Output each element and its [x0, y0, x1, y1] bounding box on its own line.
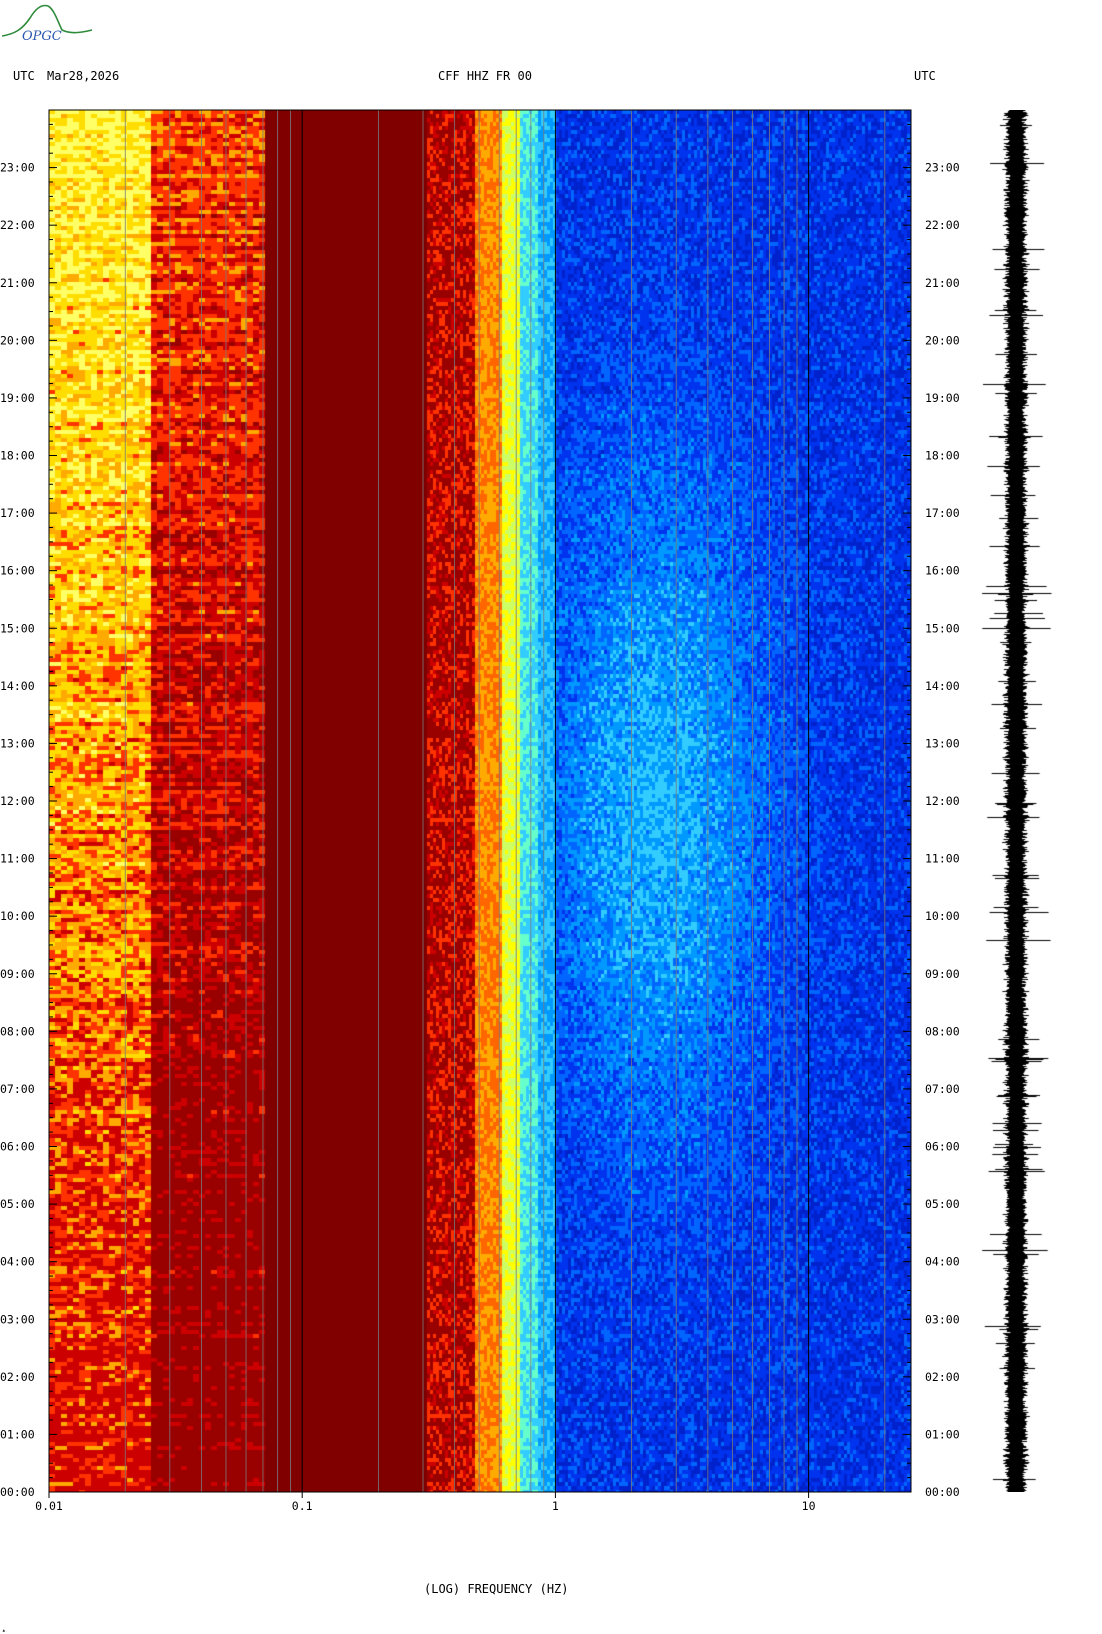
time-tick-label: 14:00: [0, 679, 35, 693]
time-tick-label: 03:00: [925, 1312, 960, 1326]
time-tick-label: 09:00: [0, 967, 35, 981]
frequency-axis: 0.01 0.1 1 10: [35, 1492, 816, 1513]
frequency-tick-label: 1: [552, 1499, 559, 1513]
time-tick-label: 04:00: [0, 1255, 35, 1269]
date-label: Mar28,2026: [47, 69, 120, 83]
time-tick-label: 01:00: [925, 1427, 960, 1441]
time-tick-label: 20:00: [0, 333, 35, 347]
time-tick-label: 10:00: [925, 909, 960, 923]
time-tick-label: 07:00: [925, 1082, 960, 1096]
time-tick-label: 23:00: [925, 161, 960, 175]
time-tick-label: 17:00: [0, 506, 35, 520]
time-tick-label: 01:00: [0, 1427, 35, 1441]
time-tick-label: 13:00: [925, 736, 960, 750]
time-tick-label: 08:00: [925, 1024, 960, 1038]
time-tick-label: 22:00: [0, 218, 35, 232]
time-tick-label: 08:00: [0, 1024, 35, 1038]
time-tick-label: 09:00: [925, 967, 960, 981]
logo-text: OPGC: [22, 29, 62, 44]
time-tick-label: 06:00: [925, 1140, 960, 1154]
opgc-logo: OPGC: [1, 4, 93, 44]
time-tick-label: 10:00: [0, 909, 35, 923]
time-tick-label: 03:00: [0, 1312, 35, 1326]
time-tick-label: 07:00: [0, 1082, 35, 1096]
time-tick-label: 16:00: [0, 564, 35, 578]
seismogram-trace: [980, 110, 1060, 1492]
time-tick-label: 21:00: [925, 276, 960, 290]
time-tick-label: 22:00: [925, 218, 960, 232]
time-tick-label: 14:00: [925, 679, 960, 693]
time-tick-label: 12:00: [925, 794, 960, 808]
time-tick-label: 05:00: [925, 1197, 960, 1211]
time-tick-label: 15:00: [0, 621, 35, 635]
x-axis-label: (LOG) FREQUENCY (HZ): [424, 1582, 569, 1596]
time-tick-label: 16:00: [925, 564, 960, 578]
frequency-tick-label: 10: [802, 1499, 816, 1513]
timezone-left-label: UTC: [13, 69, 35, 83]
corner-mark: ▴: [2, 1627, 6, 1634]
station-title: CFF HHZ FR 00: [438, 69, 532, 83]
time-tick-label: 06:00: [0, 1140, 35, 1154]
time-tick-label: 17:00: [925, 506, 960, 520]
time-tick-label: 05:00: [0, 1197, 35, 1211]
right-time-axis: 00:00 01:00 02:00 03:00 04:00 05:00 06:00 07:00…: [903, 109, 960, 1499]
time-tick-label: 11:00: [0, 852, 35, 866]
frequency-tick-label: 0.1: [292, 1499, 313, 1513]
logo-mountain-curve: [1, 4, 93, 37]
time-tick-label: 19:00: [0, 391, 35, 405]
time-tick-label: 20:00: [925, 333, 960, 347]
time-tick-label: 00:00: [0, 1485, 35, 1499]
time-tick-label: 11:00: [925, 852, 960, 866]
time-tick-label: 21:00: [0, 276, 35, 290]
time-tick-label: 13:00: [0, 736, 35, 750]
time-tick-label: 04:00: [925, 1255, 960, 1269]
time-tick-label: 23:00: [0, 161, 35, 175]
frequency-tick-label: 0.01: [35, 1499, 63, 1513]
time-tick-label: 15:00: [925, 621, 960, 635]
time-tick-label: 00:00: [925, 1485, 960, 1499]
time-tick-label: 12:00: [0, 794, 35, 808]
time-tick-label: 02:00: [925, 1370, 960, 1384]
time-tick-label: 19:00: [925, 391, 960, 405]
time-tick-label: 18:00: [0, 449, 35, 463]
timezone-right-label: UTC: [914, 69, 936, 83]
spectrogram-heatmap: [49, 110, 911, 1492]
time-tick-label: 18:00: [925, 449, 960, 463]
time-tick-label: 02:00: [0, 1370, 35, 1384]
